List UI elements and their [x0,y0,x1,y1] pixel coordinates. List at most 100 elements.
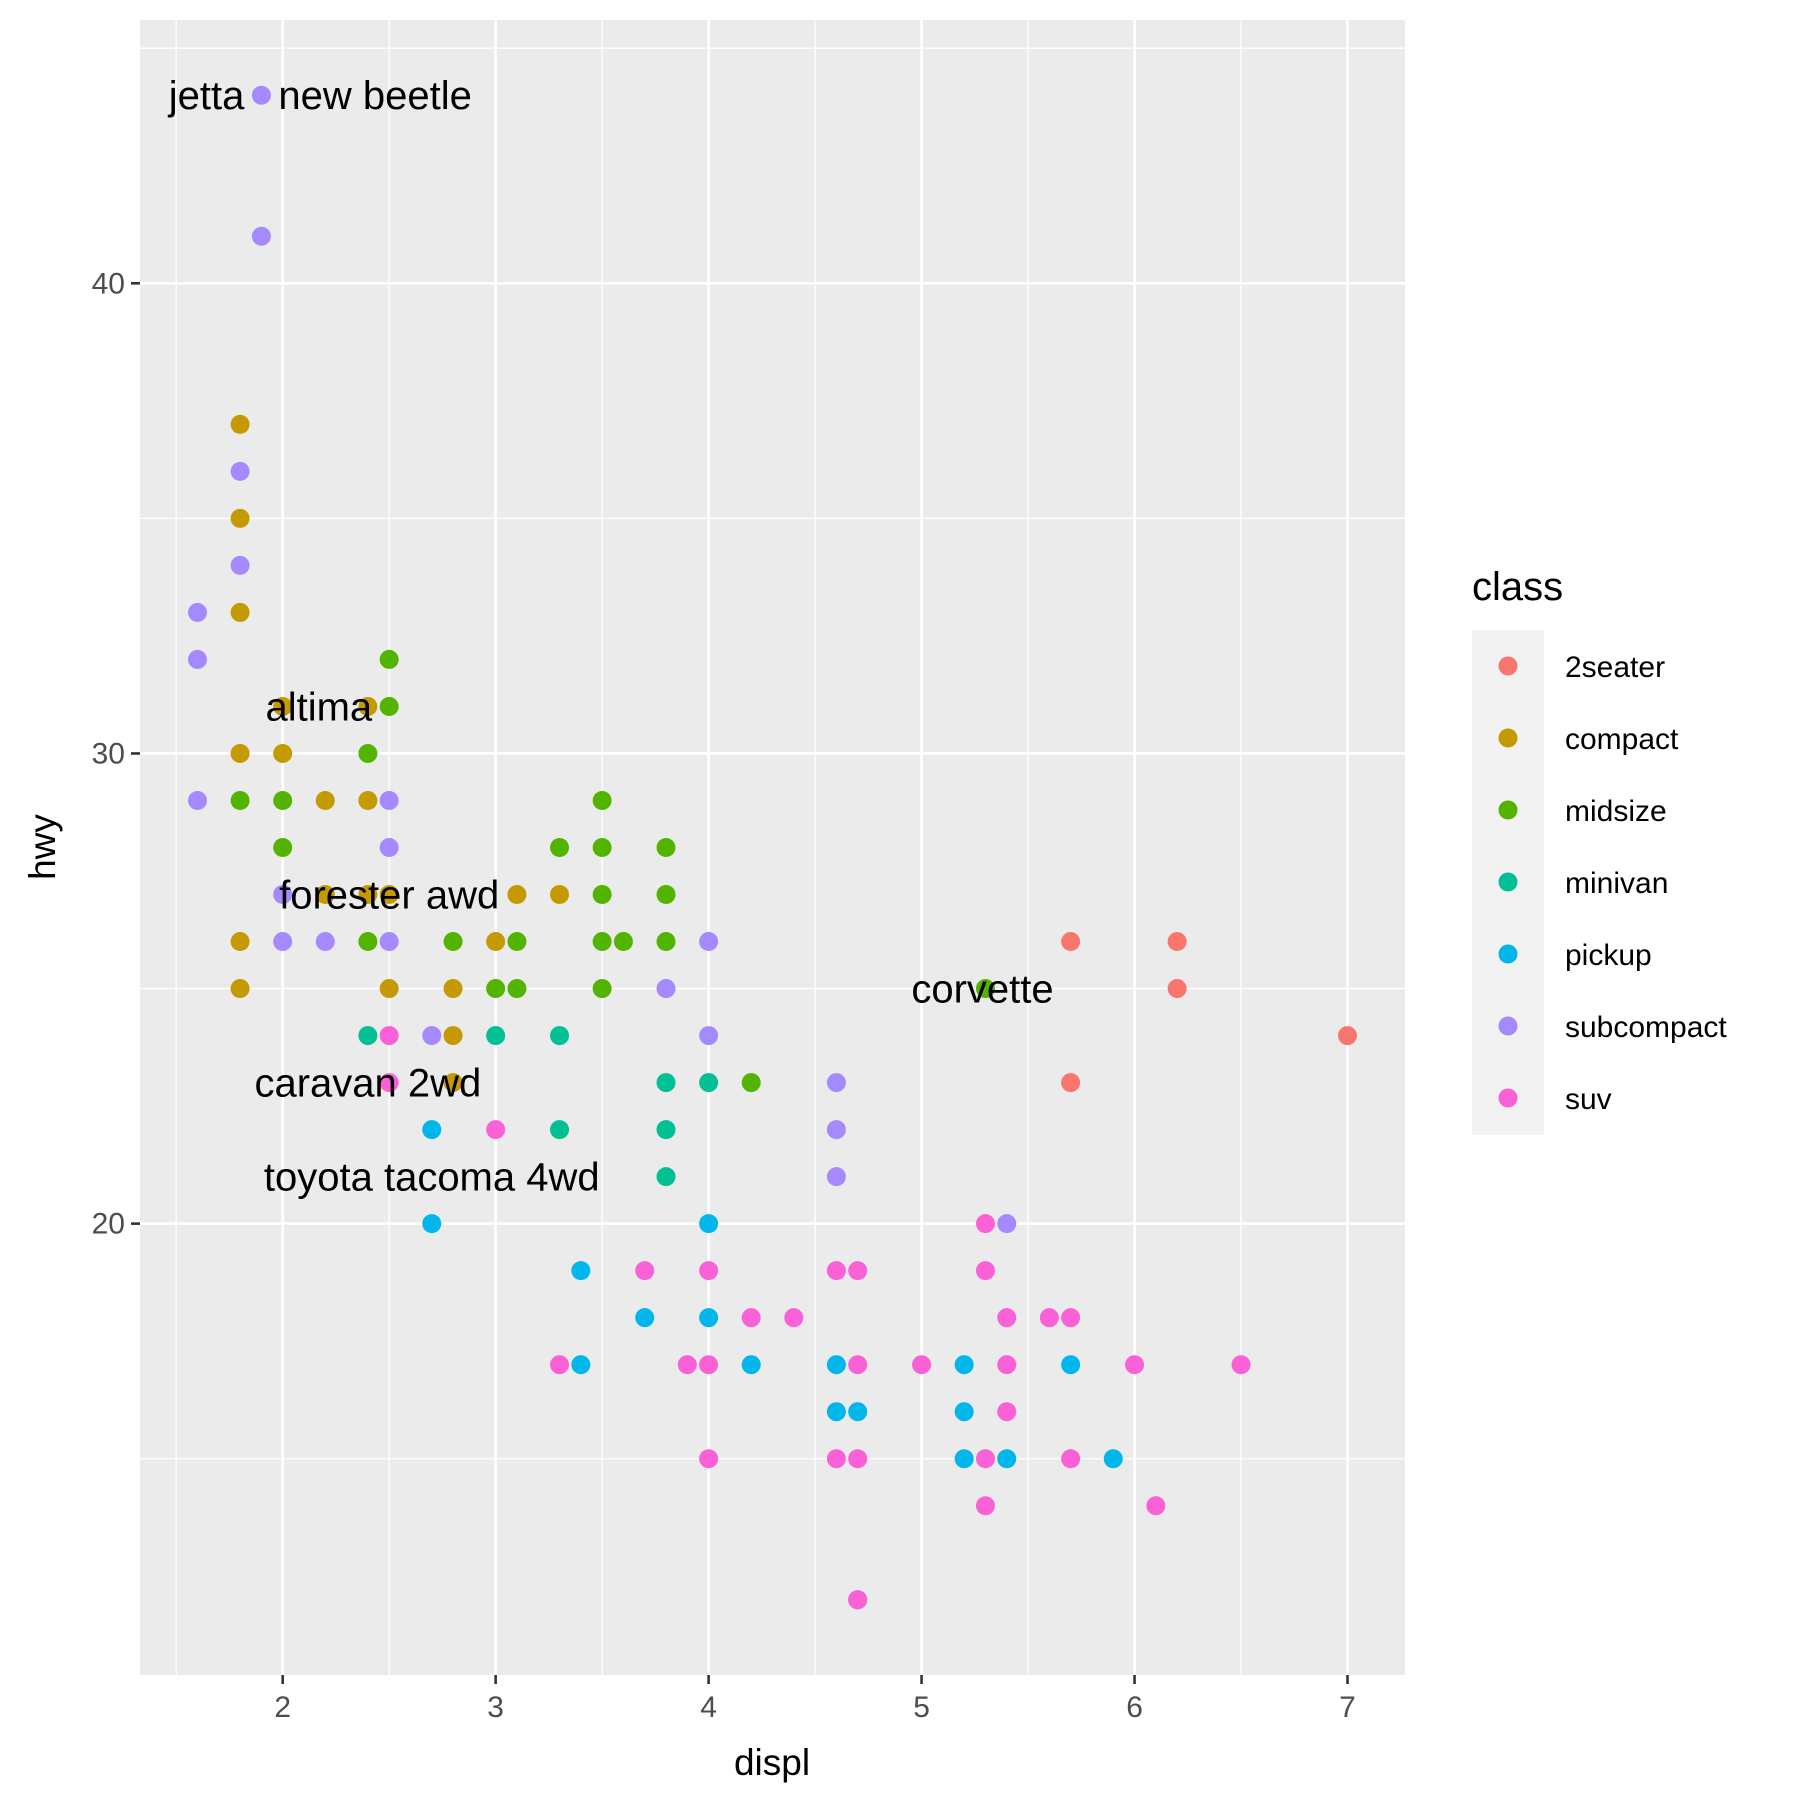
data-point-suv [975,1449,995,1469]
data-point-pickup [699,1308,719,1328]
data-point-subcompact [251,226,271,246]
annotation-label: caravan 2wd [254,1062,481,1106]
data-point-suv [975,1261,995,1281]
data-point-minivan [656,1167,676,1187]
data-point-suv [848,1590,868,1610]
data-point-suv [848,1261,868,1281]
data-point-pickup [1061,1355,1081,1375]
data-point-suv [826,1261,846,1281]
data-point-subcompact [188,602,207,622]
data-point-suv [635,1261,655,1281]
y-tick-label: 30 [92,737,125,770]
annotation-label: altima [265,685,372,729]
data-point-minivan [358,1026,378,1046]
data-point-pickup [848,1402,868,1422]
data-point-midsize [975,979,995,999]
data-point-compact [230,602,250,622]
data-point-2seater [1167,979,1187,999]
data-point-suv [997,1355,1017,1375]
data-point-midsize [613,932,633,952]
legend-label-minivan: minivan [1565,867,1668,900]
data-point-midsize [507,979,527,999]
data-point-compact [358,790,378,810]
data-point-compact [230,414,250,434]
data-point-suv [1039,1308,1059,1328]
data-point-suv [1061,1449,1081,1469]
data-point-compact [273,743,293,763]
data-point-midsize [592,932,612,952]
legend-label-midsize: midsize [1565,795,1667,828]
legend-key-suv [1498,1088,1518,1108]
data-point-pickup [571,1261,591,1281]
data-point-subcompact [826,1167,846,1187]
legend-key-subcompact [1498,1016,1518,1036]
data-point-midsize [592,838,612,857]
data-point-pickup [997,1449,1017,1469]
data-point-subcompact [315,932,335,952]
panel-background [140,20,1405,1675]
data-point-compact [550,885,570,905]
data-point-minivan [550,1120,570,1140]
data-point-compact [358,885,378,905]
legend-label-suv: suv [1565,1083,1612,1116]
data-point-compact [507,885,527,905]
data-point-minivan [699,1073,719,1093]
data-point-compact [443,1073,463,1093]
point-annotations: jetta new beetle altima forester awd corvett… [168,74,1054,1199]
y-tick-label: 40 [92,267,125,300]
annotation-label: toyota tacoma 4wd [264,1156,600,1200]
data-point-midsize [656,932,676,952]
data-point-minivan [550,1026,570,1046]
data-point-pickup [826,1402,846,1422]
data-point-compact [443,979,463,999]
data-point-midsize [443,932,463,952]
data-point-subcompact [826,1073,846,1093]
data-point-suv [1231,1355,1251,1375]
annotation-label: new beetle [278,74,471,118]
data-point-2seater [1061,932,1081,952]
data-point-suv [1125,1355,1145,1375]
data-point-suv [975,1214,995,1234]
data-point-midsize [592,979,612,999]
data-point-midsize [379,649,399,669]
data-point-midsize [358,743,378,763]
data-point-suv [486,1120,506,1140]
data-points [188,85,1357,1610]
data-point-midsize [486,979,506,999]
legend-label-subcompact: subcompact [1565,1011,1727,1044]
data-point-pickup [954,1402,974,1422]
data-point-suv [699,1449,719,1469]
legend: class 2seater compact midsize minivan pickup… [1472,565,1727,1135]
data-point-suv [741,1308,761,1328]
data-point-pickup [422,1120,442,1140]
data-point-midsize [379,696,399,716]
data-point-subcompact [997,1214,1017,1234]
data-point-minivan [656,1120,676,1140]
data-point-pickup [571,1355,591,1375]
data-point-pickup [954,1449,974,1469]
data-point-compact [230,932,250,952]
legend-key-2seater [1498,656,1518,676]
data-point-subcompact [379,932,399,952]
data-point-compact [315,790,335,810]
data-point-subcompact [251,85,271,105]
data-point-midsize [656,838,676,857]
data-point-suv [699,1355,719,1375]
data-point-suv [848,1449,868,1469]
legend-key-pickup [1498,944,1518,964]
data-point-subcompact [699,1026,719,1046]
data-point-suv [550,1355,570,1375]
legend-label-compact: compact [1565,723,1679,756]
x-tick-label: 4 [700,1691,717,1724]
data-point-midsize [230,790,250,810]
data-point-suv [379,1073,399,1093]
data-point-midsize [656,885,676,905]
data-point-subcompact [273,885,293,905]
annotation-label: forester awd [279,874,499,918]
data-point-pickup [954,1355,974,1375]
legend-label-2seater: 2seater [1565,651,1665,684]
data-point-compact [358,696,378,716]
x-tick-label: 7 [1339,1691,1356,1724]
data-point-subcompact [230,461,250,481]
